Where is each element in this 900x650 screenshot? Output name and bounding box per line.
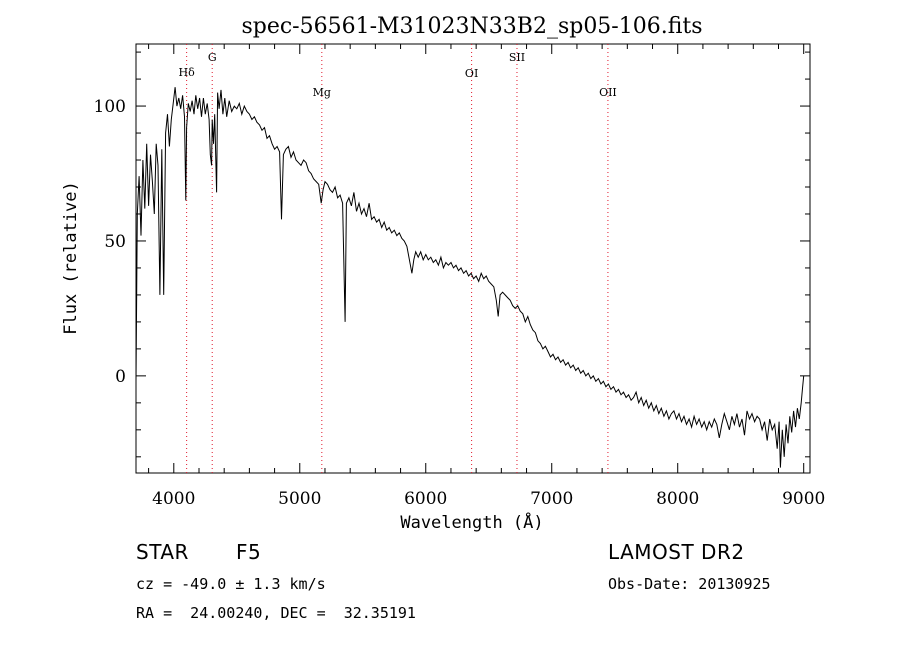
spectral-line-markers: Hδ G Mg OI SII OII [179,44,617,473]
coordinates: RA = 24.00240, DEC = 32.35191 [136,604,416,622]
line-label-OI: OI [465,67,478,80]
y-tick-label: 100 [94,97,126,117]
line-label-OII: OII [599,86,617,99]
line-label-SII: SII [509,51,525,64]
x-axis-label: Wavelength (Å) [400,511,543,533]
line-label-G: G [208,51,217,64]
object-class: STAR [136,540,189,564]
observation-date: Obs-Date: 20130925 [608,575,771,593]
x-tick-label: 4000 [152,489,195,509]
axis-ticks: 4000 5000 6000 7000 8000 9000 0 50 100 [94,44,825,509]
y-tick-label: 0 [115,367,126,387]
y-axis-label: Flux (relative) [61,181,81,335]
x-tick-label: 7000 [530,489,573,509]
x-tick-label: 8000 [656,489,699,509]
line-label-Mg: Mg [313,86,331,99]
x-tick-label: 6000 [404,489,447,509]
redshift-velocity: cz = -49.0 ± 1.3 km/s [136,575,326,593]
plot-frame [135,43,811,474]
x-tick-label: 5000 [278,489,321,509]
spectrum-line [135,87,805,468]
line-label-Hδ: Hδ [179,66,196,79]
chart-title: spec-56561-M31023N33B2_sp05-106.fits [241,14,702,39]
subclass: F5 [236,540,262,564]
spectrum-chart: spec-56561-M31023N33B2_sp05-106.fits Hδ G… [61,14,825,533]
y-tick-label: 50 [104,232,126,252]
survey-name: LAMOST DR2 [608,540,745,564]
x-tick-label: 9000 [782,489,825,509]
